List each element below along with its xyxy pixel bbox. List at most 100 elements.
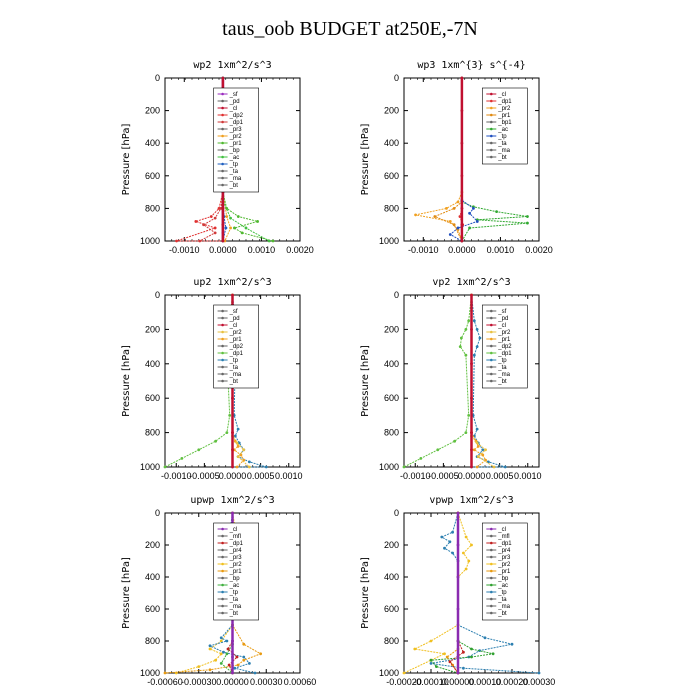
legend-marker <box>490 534 493 538</box>
legend-label: _sf <box>229 92 238 98</box>
legend-marker <box>490 569 493 573</box>
legend-marker <box>221 583 224 587</box>
legend-label: _bt <box>229 379 239 385</box>
legend-marker <box>221 99 224 103</box>
y-tick-label: 0 <box>155 508 160 518</box>
data-point <box>247 465 251 469</box>
data-point <box>451 551 454 555</box>
data-point <box>208 644 212 648</box>
data-point <box>475 220 479 223</box>
data-point <box>221 239 225 243</box>
data-point <box>435 665 438 668</box>
data-point <box>271 239 275 243</box>
data-point <box>467 559 471 563</box>
legend-label: _tp <box>497 358 507 364</box>
data-point <box>225 431 229 434</box>
x-tick-label: 0.00060 <box>284 677 317 687</box>
data-point <box>472 353 476 357</box>
legend-marker <box>490 358 493 362</box>
data-point <box>462 666 465 670</box>
legend-label: _sf <box>229 309 238 315</box>
data-point <box>225 652 229 656</box>
data-point <box>481 453 485 457</box>
y-axis-label: Pressure [hPa] <box>360 345 371 417</box>
data-point <box>456 200 460 204</box>
data-point <box>433 215 437 218</box>
data-point <box>219 207 223 210</box>
legend-label: _dp1 <box>497 541 512 547</box>
data-point <box>231 396 234 400</box>
legend-marker <box>490 351 493 355</box>
series-cl <box>456 511 460 675</box>
data-point <box>236 427 240 431</box>
data-point <box>470 465 473 469</box>
x-tick-label: 0.0020 <box>525 245 553 255</box>
legend-marker <box>221 604 224 608</box>
data-point <box>219 639 223 643</box>
data-point <box>256 220 259 223</box>
series-cl <box>460 76 464 243</box>
x-tick-label: -0.00010 <box>413 677 449 687</box>
data-point <box>229 226 232 230</box>
legend-label: _bt <box>229 611 239 617</box>
data-point <box>213 226 217 230</box>
legend-marker <box>490 113 493 117</box>
data-point <box>476 444 480 448</box>
legend-label: _bp <box>497 576 509 582</box>
legend-label: _tp <box>229 358 239 364</box>
data-point <box>242 448 246 452</box>
data-point <box>470 655 473 659</box>
legend-marker <box>221 141 224 145</box>
chart-title: upwp 1xm^2/s^3 <box>190 495 274 506</box>
legend-label: _pd <box>229 99 240 105</box>
data-point <box>236 444 240 448</box>
data-point <box>456 671 460 675</box>
y-tick-label: 200 <box>145 324 160 334</box>
chart-panel-6: vpwp 1xm^2/s^3 Pressure [hPa] 0 200 400 600 80… <box>360 495 555 687</box>
legend-label: _bp1 <box>497 120 512 126</box>
legend-marker <box>490 576 493 580</box>
legend-label: _ta <box>497 597 507 603</box>
legend-label: _bt <box>497 611 507 617</box>
data-point <box>462 551 465 555</box>
legend-label: _ma <box>229 372 242 378</box>
data-point <box>209 215 213 218</box>
y-tick-label: 0 <box>155 73 160 83</box>
legend-marker <box>221 527 224 531</box>
x-tick-label: 0.00030 <box>523 677 556 687</box>
data-point <box>413 647 417 651</box>
y-tick-label: 600 <box>145 604 160 614</box>
data-point <box>219 662 223 665</box>
data-point <box>456 655 460 659</box>
data-point <box>264 465 268 469</box>
legend-label: _pr3 <box>229 127 243 133</box>
data-point <box>247 460 251 464</box>
legend-marker <box>490 555 493 559</box>
chart-title: wp2 1xm^2/s^3 <box>193 60 271 71</box>
legend-label: _bp <box>229 148 241 154</box>
series-pr2 <box>402 511 473 675</box>
legend-marker <box>490 527 493 531</box>
legend-label: _pr2 <box>497 562 511 568</box>
legend-label: _pd <box>497 316 508 322</box>
legend-marker <box>490 541 493 545</box>
legend-marker <box>490 372 493 376</box>
y-axis-label: Pressure [hPa] <box>360 124 371 196</box>
legend-marker <box>490 548 493 552</box>
chart-title: vpwp 1xm^2/s^3 <box>429 495 513 506</box>
y-axis-label: Pressure [hPa] <box>360 557 371 629</box>
x-tick-label: 0.0000 <box>209 245 237 255</box>
legend-marker <box>221 162 224 166</box>
legend-label: _pr1 <box>497 569 511 575</box>
data-point <box>472 207 475 210</box>
legend-label: _cl <box>229 323 238 329</box>
legend-box <box>213 87 259 193</box>
chart-panel-3: up2 1xm^2/s^3 Pressure [hPa] 0 200 400 600 800… <box>121 277 303 481</box>
legend-marker <box>490 604 493 608</box>
data-point <box>231 655 234 659</box>
data-point <box>472 448 476 452</box>
data-point <box>456 607 460 611</box>
legend-marker <box>490 92 493 96</box>
y-tick-label: 200 <box>384 540 399 550</box>
data-point <box>163 671 167 675</box>
